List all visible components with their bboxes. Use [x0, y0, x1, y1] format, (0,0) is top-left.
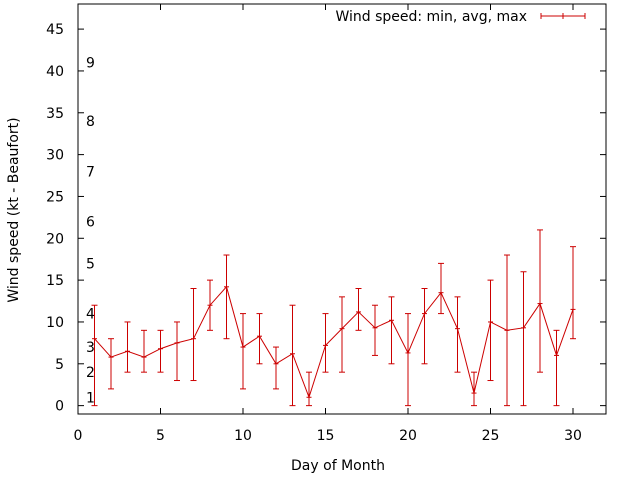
x-axis-title: Day of Month — [291, 458, 385, 474]
y-tick-label: 5 — [55, 357, 64, 373]
beaufort-label: 7 — [86, 164, 95, 180]
y-tick-label: 25 — [46, 189, 64, 205]
beaufort-label: 4 — [86, 307, 95, 323]
beaufort-label: 6 — [86, 215, 95, 231]
y-tick-label: 15 — [46, 273, 64, 289]
x-axis: 0 5 10 15 20 25 30 — [74, 4, 582, 444]
y-tick-label: 20 — [46, 231, 64, 247]
y-tick-label: 45 — [46, 22, 64, 38]
legend-label: Wind speed: min, avg, max — [335, 9, 527, 25]
legend-sample — [540, 13, 586, 19]
plot-frame — [77, 3, 607, 415]
beaufort-label: 8 — [86, 114, 95, 130]
y-tick-label: 35 — [46, 106, 64, 122]
legend: Wind speed: min, avg, max — [335, 9, 586, 25]
y-tick-label: 10 — [46, 315, 64, 331]
x-tick-label: 20 — [399, 428, 417, 444]
x-tick-label: 25 — [482, 428, 500, 444]
beaufort-scale-labels: 1 2 3 4 5 6 7 8 9 — [86, 56, 95, 407]
x-tick-label: 0 — [74, 428, 83, 444]
beaufort-label: 1 — [86, 390, 95, 406]
beaufort-label: 2 — [86, 365, 95, 381]
beaufort-label: 5 — [86, 256, 95, 272]
avg-line — [94, 285, 574, 399]
x-tick-label: 5 — [156, 428, 165, 444]
x-tick-label: 15 — [317, 428, 335, 444]
beaufort-label: 9 — [86, 56, 95, 72]
y-axis-title: Wind speed (kt - Beaufort) — [6, 117, 22, 302]
y-tick-label: 40 — [46, 64, 64, 80]
y-tick-label: 30 — [46, 148, 64, 164]
x-tick-label: 10 — [234, 428, 252, 444]
series-group — [91, 229, 576, 407]
x-tick-label: 30 — [564, 428, 582, 444]
beaufort-label: 3 — [86, 340, 95, 356]
y-tick-label: 0 — [55, 399, 64, 415]
